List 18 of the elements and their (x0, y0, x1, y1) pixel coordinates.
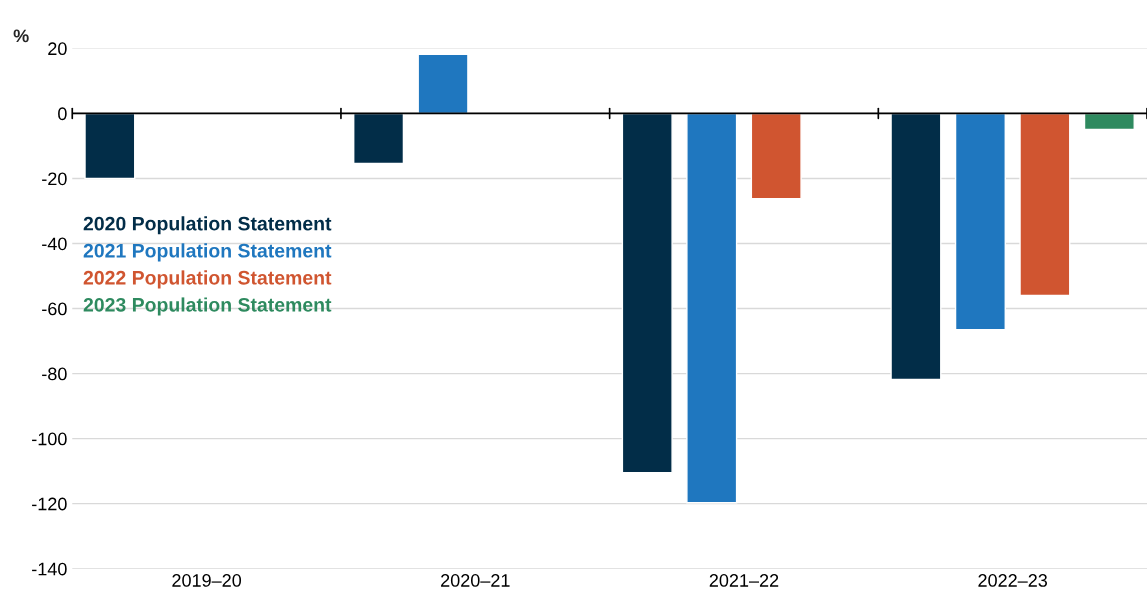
x-tick-label: 2022–23 (978, 574, 1048, 587)
x-tick-label: 2019–20 (172, 574, 242, 587)
y-tick-label: -20 (42, 172, 67, 186)
y-tick-label: 20 (48, 42, 67, 56)
y-tick-label: -140 (32, 562, 67, 576)
y-tick-label: -40 (42, 237, 67, 251)
text: 2021 Population Statement (83, 243, 332, 262)
x-tick-label: 2020–21 (441, 574, 510, 587)
text: 2022 Population Statement (83, 270, 332, 289)
y-tick-label: 0 (58, 107, 67, 121)
y-tick-label: -100 (32, 432, 67, 446)
x-tick-label: 2021–22 (709, 574, 779, 587)
y-axis-title: % (13, 29, 29, 43)
text: 2023 Population Statement (83, 297, 332, 316)
y-tick-label: -60 (42, 302, 67, 316)
y-tick-label: -120 (32, 497, 67, 511)
y-tick-label: -80 (42, 367, 67, 381)
series-label: 2020 Population Statement (83, 216, 332, 235)
